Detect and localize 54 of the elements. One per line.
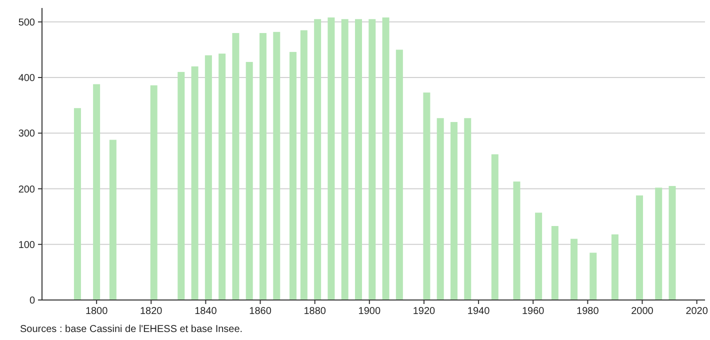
source-note: Sources : base Cassini de l'EHESS et base Insee. bbox=[20, 324, 243, 335]
bar bbox=[218, 54, 226, 300]
bar bbox=[290, 52, 297, 300]
bar bbox=[570, 238, 578, 300]
bar bbox=[314, 19, 322, 300]
x-tick-label: 1880 bbox=[304, 306, 326, 317]
bar bbox=[93, 84, 100, 300]
bar bbox=[655, 188, 662, 300]
bar bbox=[191, 66, 198, 300]
x-tick-label: 2000 bbox=[631, 306, 654, 317]
bar bbox=[178, 72, 185, 300]
bar bbox=[368, 19, 376, 300]
x-tick-label: 1960 bbox=[522, 306, 545, 317]
bar bbox=[109, 140, 116, 300]
bar bbox=[300, 30, 308, 300]
y-tick-label: 400 bbox=[18, 73, 36, 84]
y-tick-label: 300 bbox=[18, 128, 36, 140]
bar bbox=[328, 17, 335, 300]
x-tick-label: 1860 bbox=[249, 306, 272, 317]
bar bbox=[535, 212, 542, 300]
x-tick-label: 1920 bbox=[412, 306, 436, 317]
bar bbox=[551, 226, 558, 300]
bar bbox=[74, 108, 81, 300]
x-tick-label: 1820 bbox=[140, 306, 163, 317]
bar bbox=[341, 19, 348, 300]
x-tick-label: 1840 bbox=[194, 306, 218, 317]
y-tick-label: 500 bbox=[18, 17, 36, 28]
x-tick-label: 2020 bbox=[686, 306, 708, 317]
bar bbox=[636, 195, 644, 300]
bar bbox=[513, 182, 520, 300]
bar bbox=[423, 92, 430, 300]
y-tick-label: 0 bbox=[29, 296, 36, 306]
x-tick-label: 1940 bbox=[467, 306, 490, 317]
y-tick-label: 200 bbox=[18, 184, 36, 196]
bar bbox=[354, 19, 362, 300]
bar bbox=[491, 154, 498, 300]
x-tick-label: 1980 bbox=[576, 306, 600, 317]
bar bbox=[464, 118, 472, 300]
bar bbox=[150, 85, 158, 300]
bar bbox=[273, 32, 280, 300]
bar bbox=[246, 62, 253, 300]
bar bbox=[232, 33, 240, 300]
bar bbox=[396, 50, 403, 300]
y-tick-label: 100 bbox=[18, 240, 36, 251]
x-tick-label: 1800 bbox=[85, 306, 108, 317]
bar bbox=[204, 55, 212, 300]
bar bbox=[668, 186, 676, 300]
bar bbox=[450, 122, 458, 300]
bar bbox=[260, 33, 266, 300]
bar bbox=[436, 118, 444, 300]
bar bbox=[382, 17, 390, 300]
bar bbox=[590, 252, 597, 300]
bar bbox=[611, 234, 618, 300]
x-tick-label: 1900 bbox=[358, 306, 381, 317]
